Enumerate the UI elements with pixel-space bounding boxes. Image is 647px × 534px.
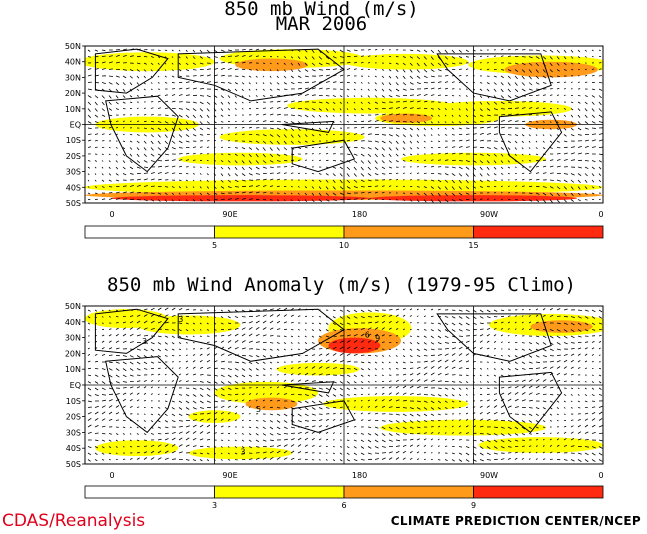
lon-label: 90W (480, 471, 498, 480)
contour-label: 3 (240, 448, 245, 457)
wind-region (504, 61, 598, 78)
lat-label: 40N (65, 58, 81, 67)
wind-vectors (87, 307, 603, 463)
lat-label: 10N (65, 105, 81, 114)
contour-label: 3 (178, 315, 183, 324)
lon-label: 90E (222, 210, 237, 219)
contour-label: 9 (375, 334, 380, 343)
colorbar-swatch (343, 485, 474, 499)
lat-label: 20N (65, 89, 81, 98)
lon-label: 180 (352, 210, 367, 219)
lon-label: 0 (109, 210, 114, 219)
chart-title-top: 850 mb Wind (m/s) (224, 0, 419, 20)
lon-label: 90E (222, 471, 237, 480)
colorbar-swatch (473, 485, 604, 499)
lat-label: EQ (70, 381, 81, 390)
continent-outline (498, 371, 563, 434)
continent-outline (105, 95, 179, 173)
wind-region (380, 419, 547, 436)
lon-label: 0 (598, 210, 603, 219)
lat-label: 30N (65, 334, 81, 343)
lat-label: 40S (66, 183, 81, 192)
continent-outline (281, 381, 335, 394)
contour-label: 3 (142, 337, 147, 346)
map-panel-1: 50N 40N 30N 20N 10N EQ 10S 20S 30S 40S 50S 0 90E 180 9… (65, 42, 604, 219)
lat-label: 50S (66, 199, 81, 208)
source-label: CDAS/Reanalysis (2, 511, 146, 531)
lat-label: 50N (65, 42, 81, 51)
contour-label: 5 (256, 405, 261, 414)
wind-region (245, 397, 298, 411)
wind-region (530, 320, 593, 333)
continent-outline (436, 53, 552, 102)
lon-label: 0 (109, 471, 114, 480)
lat-label: 10N (65, 365, 81, 374)
lat-label: 10S (66, 136, 81, 145)
wind-region (380, 113, 433, 123)
colorbar-label: 10 (339, 241, 349, 250)
colorbar-2: 3 6 9 (84, 485, 604, 510)
lat-label: 30N (65, 73, 81, 82)
colorbar-swatch (84, 485, 215, 499)
chart-subtitle-top: MAR 2006 (275, 13, 368, 35)
continent-outline (291, 139, 356, 173)
wind-region (328, 337, 381, 354)
continent-outline (94, 308, 169, 354)
colorbar-label: 9 (471, 501, 476, 510)
lat-label: EQ (70, 121, 81, 130)
lat-label: 50N (65, 302, 81, 311)
wind-region (95, 440, 179, 457)
lat-label: 20N (65, 349, 81, 358)
continent-outline (105, 356, 179, 434)
lat-label: 20S (66, 152, 81, 161)
lat-label: 40N (65, 318, 81, 327)
continent-outline (498, 111, 563, 173)
colorbar-swatch (84, 225, 215, 239)
colorbar-swatch (214, 225, 345, 239)
colorbar-label: 3 (212, 501, 217, 510)
colorbar-1: 5 10 15 (84, 225, 604, 250)
wind-region (323, 396, 469, 412)
lon-label: 90W (480, 210, 498, 219)
continent-outline (436, 313, 552, 362)
colorbar-swatch (214, 485, 345, 499)
wind-region (110, 195, 370, 202)
lat-label: 30S (66, 168, 81, 177)
chart-title-bottom: 850 mb Wind Anomaly (m/s) (1979-95 Climo… (107, 274, 576, 296)
wind-region (178, 152, 303, 166)
colorbar-label: 6 (341, 501, 346, 510)
credit-label: CLIMATE PREDICTION CENTER/NCEP (390, 514, 641, 528)
wind-region (219, 129, 365, 145)
continent-outline (177, 308, 345, 362)
wind-region (85, 52, 215, 72)
continent-outline (177, 48, 345, 102)
wind-region (344, 53, 469, 70)
colorbar-swatch (473, 225, 604, 239)
lat-label: 30S (66, 428, 81, 437)
colorbar-label: 5 (212, 241, 217, 250)
lon-label: 0 (598, 471, 603, 480)
lat-label: 50S (66, 460, 81, 469)
wind-region (136, 315, 241, 335)
wind-vectors (87, 48, 603, 203)
wind-region (478, 437, 603, 453)
lat-label: 10S (66, 397, 81, 406)
colorbar-swatch (343, 225, 474, 239)
lat-label: 20S (66, 413, 81, 422)
colorbar-label: 15 (468, 241, 478, 250)
map-panel-2: 50N 40N 30N 20N 10N EQ 10S 20S 30S 40S 50S 0 90E 180 9… (65, 302, 604, 480)
lon-label: 180 (352, 471, 367, 480)
wind-region (276, 362, 360, 376)
contour-label: 6 (365, 331, 370, 340)
wind-region (235, 58, 308, 72)
lat-label: 40S (66, 444, 81, 453)
